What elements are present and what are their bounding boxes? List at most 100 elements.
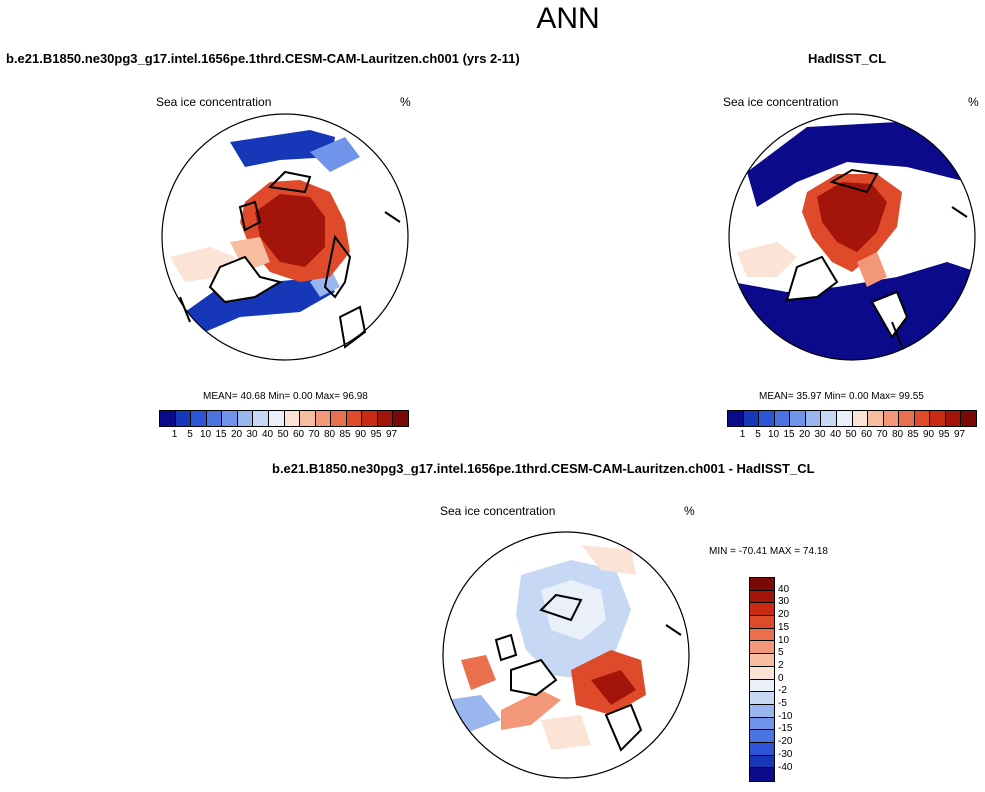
ice-region: [255, 194, 325, 267]
colorbar-swatch: [961, 411, 976, 426]
colorbar-swatch: [750, 666, 774, 680]
colorbar-tick-label: 15: [215, 429, 227, 440]
left-stats: MEAN= 40.68 Min= 0.00 Max= 96.98: [203, 391, 368, 402]
colorbar-tick-label: 97: [385, 429, 398, 440]
colorbar-swatch: [750, 717, 774, 731]
right-colorbar-ticks: 1 5 10 15 20 30 40 50 60 70 80 85 90 95 97: [727, 429, 977, 443]
diff-region: [591, 670, 636, 705]
ice-region: [310, 137, 360, 172]
colorbar-tick-label: 95: [370, 429, 382, 440]
colorbar-tick-label: -5: [778, 698, 787, 709]
right-variable-label: Sea ice concentration: [723, 95, 839, 109]
colorbar-swatch: [237, 411, 254, 426]
ice-region: [230, 237, 270, 272]
colorbar-tick-label: 90: [922, 429, 935, 440]
colorbar-tick-label: 15: [778, 621, 790, 633]
colorbar-swatch: [253, 411, 269, 426]
diff-region: [501, 690, 561, 730]
colorbar-tick-label: 10: [767, 429, 780, 440]
colorbar-tick-label: 85: [907, 429, 919, 440]
colorbar-swatch: [852, 411, 869, 426]
ice-region: [230, 130, 335, 167]
colorbar-swatch: [743, 411, 760, 426]
right-case-title: HadISST_CL: [808, 51, 887, 66]
colorbar-swatch: [300, 411, 316, 426]
colorbar-swatch: [750, 590, 774, 604]
colorbar-swatch: [759, 411, 775, 426]
diff-polar-map: [441, 530, 691, 780]
colorbar-tick-label: 40: [829, 429, 842, 440]
colorbar-swatch: [914, 411, 931, 426]
colorbar-tick-label: 50: [277, 429, 289, 440]
colorbar-swatch: [750, 755, 774, 769]
colorbar-swatch: [346, 411, 363, 426]
colorbar-tick-label: 85: [339, 429, 351, 440]
right-colorbar: [727, 410, 977, 427]
left-case-title: b.e21.B1850.ne30pg3_g17.intel.1656pe.1th…: [6, 51, 520, 66]
colorbar-swatch: [191, 411, 207, 426]
colorbar-tick-label: 20: [778, 609, 790, 621]
colorbar-tick-label: 90: [354, 429, 367, 440]
colorbar-tick-label: 5: [187, 429, 193, 440]
colorbar-tick-label: -20: [778, 736, 793, 748]
colorbar-tick-label: 95: [938, 429, 950, 440]
colorbar-swatch: [750, 578, 774, 591]
colorbar-swatch: [750, 742, 774, 756]
colorbar-tick-label: 20: [230, 429, 243, 440]
colorbar-swatch: [362, 411, 378, 426]
colorbar-tick-label: 30: [778, 596, 790, 608]
colorbar-swatch: [728, 411, 744, 426]
colorbar-swatch: [315, 411, 332, 426]
colorbar-tick-label: 0: [778, 672, 784, 684]
colorbar-swatch: [868, 411, 884, 426]
colorbar-tick-label: 5: [755, 429, 761, 440]
colorbar-tick-label: 40: [261, 429, 274, 440]
left-colorbar: [159, 410, 409, 427]
right-units-label: %: [968, 95, 979, 109]
colorbar-swatch: [790, 411, 806, 426]
diff-region: [541, 715, 591, 750]
colorbar-swatch: [160, 411, 176, 426]
colorbar-tick-label: 30: [814, 429, 826, 440]
colorbar-swatch: [750, 679, 774, 693]
diff-case-title: b.e21.B1850.ne30pg3_g17.intel.1656pe.1th…: [272, 461, 815, 476]
colorbar-tick-label: 80: [323, 429, 336, 440]
ice-region: [737, 242, 797, 277]
colorbar-swatch: [750, 654, 774, 667]
ice-region: [857, 252, 887, 287]
colorbar-tick-label: 60: [292, 429, 305, 440]
colorbar-tick-label: 60: [860, 429, 873, 440]
colorbar-tick-label: 80: [891, 429, 904, 440]
colorbar-swatch: [774, 411, 791, 426]
colorbar-tick-label: 50: [845, 429, 857, 440]
diff-variable-label: Sea ice concentration: [440, 504, 556, 518]
diff-colorbar-ticks: 40 30 20 15 10 5 2 0 -2 -5 -10 -15 -20 -30 -40: [778, 577, 818, 781]
colorbar-swatch: [377, 411, 394, 426]
colorbar-tick-label: 1: [171, 429, 178, 440]
colorbar-swatch: [750, 641, 774, 655]
colorbar-tick-label: 10: [199, 429, 212, 440]
colorbar-swatch: [750, 730, 774, 743]
diff-region: [461, 655, 496, 690]
diff-colorbar: [749, 577, 775, 782]
colorbar-swatch: [222, 411, 238, 426]
ice-region: [747, 122, 967, 207]
colorbar-tick-label: 40: [778, 583, 790, 595]
colorbar-swatch: [805, 411, 822, 426]
colorbar-swatch: [750, 603, 774, 617]
colorbar-tick-label: -15: [778, 723, 793, 735]
left-polar-map: [160, 112, 410, 362]
colorbar-swatch: [331, 411, 347, 426]
left-units-label: %: [400, 95, 411, 109]
colorbar-tick-label: -2: [778, 685, 787, 697]
colorbar-swatch: [930, 411, 946, 426]
colorbar-tick-label: -30: [778, 748, 793, 760]
colorbar-swatch: [945, 411, 962, 426]
colorbar-swatch: [750, 704, 774, 718]
colorbar-swatch: [393, 411, 408, 426]
right-stats: MEAN= 35.97 Min= 0.00 Max= 99.55: [759, 391, 924, 402]
colorbar-swatch: [268, 411, 285, 426]
colorbar-tick-label: 70: [308, 429, 320, 440]
colorbar-tick-label: -10: [778, 710, 793, 722]
colorbar-swatch: [836, 411, 853, 426]
